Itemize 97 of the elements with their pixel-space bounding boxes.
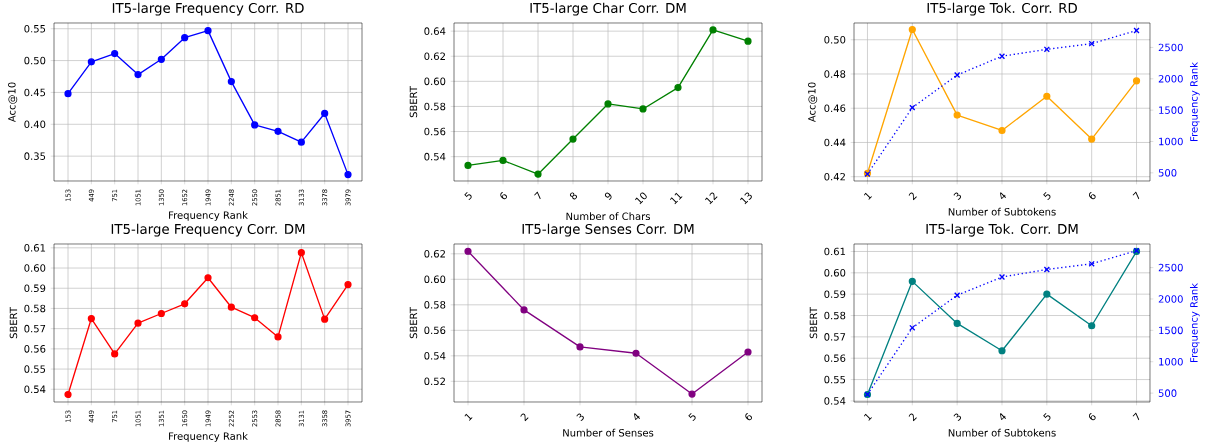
y-tick-label: 0.60 bbox=[424, 77, 446, 86]
x-tick-label: 3 bbox=[953, 192, 962, 201]
x-tick-label: 4 bbox=[1000, 413, 1007, 421]
x-axis-title: Frequency Rank bbox=[169, 211, 248, 221]
y2-tick-label: 2500 bbox=[1158, 263, 1183, 272]
y-tick-label: 0.62 bbox=[424, 52, 445, 61]
y-tick-label: 0.58 bbox=[424, 301, 446, 309]
x-tick-label: 11 bbox=[670, 192, 683, 205]
y2-tick-label: 1000 bbox=[1159, 357, 1183, 366]
y2-tick-label: 1000 bbox=[1159, 137, 1183, 146]
y-tick-label: 0.61 bbox=[24, 244, 46, 252]
x-tick-label: 13 bbox=[740, 192, 752, 205]
chart-title: IT5-large Frequency Corr. RD bbox=[112, 2, 304, 16]
y-tick-label: 0.58 bbox=[824, 311, 846, 320]
y-tick-label: 0.58 bbox=[24, 304, 46, 313]
chart-title: IT5-large Tok. Corr. RD bbox=[927, 2, 1077, 16]
y-tick-label: 0.56 bbox=[424, 127, 446, 136]
y-tick-label: 0.45 bbox=[24, 88, 46, 97]
x-tick-label: 4 bbox=[634, 413, 641, 421]
x-tick-label: 6 bbox=[1088, 412, 1096, 421]
y-tick-label: 0.57 bbox=[24, 324, 46, 333]
y2-tick-label: 2000 bbox=[1158, 295, 1183, 303]
chart-title: IT5-large Senses Corr. DM bbox=[522, 223, 694, 237]
y-axis-title: SBERT bbox=[809, 307, 818, 339]
y2-tick-label: 500 bbox=[1158, 389, 1177, 397]
chart-title: IT5-large Char Corr. DM bbox=[530, 2, 686, 16]
y2-tick-label: 2000 bbox=[1158, 75, 1183, 83]
x-tick-label: 7 bbox=[534, 191, 541, 200]
x-tick-label: 1 bbox=[863, 192, 872, 200]
y2-axis-title: Frequency Rank bbox=[1189, 62, 1200, 141]
y-tick-label: 0.59 bbox=[824, 290, 846, 298]
y-tick-label: 0.62 bbox=[424, 250, 445, 258]
y2-tick-label: 500 bbox=[1158, 169, 1177, 177]
y-axis-title: SBERT bbox=[409, 86, 418, 118]
y-tick-label: 0.42 bbox=[824, 172, 845, 181]
y-tick-label: 0.52 bbox=[424, 377, 445, 386]
y-tick-label: 0.60 bbox=[424, 275, 446, 284]
y-tick-label: 0.59 bbox=[24, 284, 46, 293]
x-tick-label: 6 bbox=[1088, 191, 1096, 200]
y-axis-title: SBERT bbox=[409, 307, 418, 339]
x-tick-label: 1 bbox=[863, 413, 872, 421]
y2-tick-label: 1500 bbox=[1159, 106, 1183, 114]
x-tick-label: 12 bbox=[705, 192, 718, 205]
y-tick-label: 0.35 bbox=[24, 152, 46, 160]
y-axis-title: SBERT bbox=[9, 307, 18, 339]
y-tick-label: 0.54 bbox=[424, 152, 446, 161]
x-tick-label: 4 bbox=[1000, 192, 1007, 200]
x-axis-title: Number of Senses bbox=[563, 428, 654, 437]
y-tick-label: 0.55 bbox=[824, 375, 846, 384]
y-tick-label: 0.56 bbox=[824, 354, 846, 362]
y-tick-label: 0.50 bbox=[24, 56, 46, 65]
y-tick-label: 0.54 bbox=[824, 397, 846, 405]
x-tick-label: 5 bbox=[688, 412, 696, 421]
x-tick-label: 2 bbox=[908, 413, 917, 422]
x-tick-label: 5 bbox=[1043, 412, 1051, 421]
y-tick-label: 0.60 bbox=[824, 269, 846, 277]
chart-title: IT5-large Frequency Corr. DM bbox=[111, 223, 305, 237]
x-axis-title: Number of Chars bbox=[566, 212, 650, 221]
y2-tick-label: 2500 bbox=[1158, 43, 1183, 52]
y-tick-label: 0.46 bbox=[824, 104, 846, 113]
y-tick-label: 0.40 bbox=[24, 120, 46, 129]
x-tick-label: 5 bbox=[1043, 191, 1051, 200]
y-tick-label: 0.64 bbox=[424, 27, 446, 35]
x-tick-label: 2 bbox=[520, 413, 529, 422]
x-tick-label: 7 bbox=[1132, 412, 1140, 421]
x-tick-label: 7 bbox=[1132, 191, 1140, 200]
x-tick-label: 6 bbox=[745, 412, 752, 421]
y-tick-label: 0.54 bbox=[424, 352, 446, 360]
x-tick-label: 3 bbox=[576, 413, 584, 422]
x-axis-title: Number of Subtokens bbox=[948, 428, 1056, 437]
y-tick-label: 0.60 bbox=[24, 264, 46, 272]
chart-title: IT5-large Tok. Corr. DM bbox=[926, 223, 1078, 237]
x-tick-label: 9 bbox=[604, 192, 612, 200]
y-axis-title: Acc@10 bbox=[808, 82, 818, 123]
x-tick-label: 2 bbox=[908, 192, 917, 201]
y2-tick-label: 1500 bbox=[1159, 326, 1183, 335]
y-tick-label: 0.58 bbox=[424, 102, 446, 111]
x-tick-label: 8 bbox=[569, 192, 578, 200]
y-tick-label: 0.57 bbox=[824, 333, 846, 341]
y-tick-label: 0.54 bbox=[24, 385, 46, 394]
y-tick-label: 0.44 bbox=[824, 138, 846, 147]
x-axis-title: Frequency Rank bbox=[169, 432, 248, 442]
y-tick-label: 0.50 bbox=[824, 35, 846, 44]
y-tick-label: 0.56 bbox=[24, 345, 46, 353]
y-tick-label: 0.55 bbox=[24, 365, 46, 373]
x-axis-title: Number of Subtokens bbox=[948, 207, 1056, 216]
x-tick-label: 10 bbox=[635, 192, 647, 205]
y-tick-label: 0.56 bbox=[424, 326, 446, 335]
y-tick-label: 0.48 bbox=[824, 70, 846, 78]
y-tick-label: 0.55 bbox=[24, 24, 46, 33]
y2-axis-title: Frequency Rank bbox=[1189, 283, 1200, 362]
x-tick-label: 3 bbox=[953, 413, 962, 422]
x-tick-label: 5 bbox=[464, 191, 472, 200]
x-tick-label: 6 bbox=[500, 191, 507, 200]
y-tick-label: 0.61 bbox=[824, 247, 846, 256]
y-axis-title: Acc@10 bbox=[8, 82, 18, 123]
x-tick-label: 1 bbox=[464, 413, 473, 421]
